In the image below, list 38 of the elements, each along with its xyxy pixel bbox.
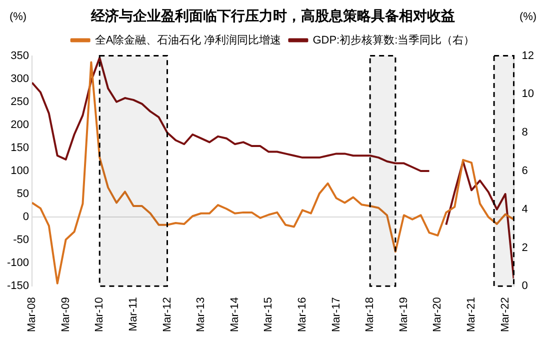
- y2-tick-label: 2: [522, 242, 528, 254]
- legend-label: 全A除金融、石油石化 净利润同比增速: [94, 33, 282, 46]
- x-tick-label: Mar-08: [26, 297, 38, 332]
- x-tick-label: Mar-20: [432, 297, 444, 332]
- chart-title: 经济与企业盈利面临下行压力时，高股息策略具备相对收益: [90, 7, 455, 24]
- x-tick-label: Mar-17: [330, 297, 342, 332]
- y2-tick-label: 12: [522, 50, 534, 62]
- y2-tick-label: 0: [522, 280, 528, 292]
- x-tick-label: Mar-12: [161, 297, 174, 332]
- y-tick-label: -50: [13, 234, 30, 246]
- x-tick-label: Mar-15: [262, 297, 275, 332]
- y2-tick-label: 6: [522, 165, 528, 178]
- y2-axis-title: (%): [519, 11, 537, 24]
- x-tick-label: Mar-21: [466, 297, 478, 332]
- y2-tick-label: 4: [522, 203, 528, 216]
- x-tick-label: Mar-14: [228, 297, 241, 332]
- x-tick-label: Mar-09: [60, 297, 72, 332]
- legend-label: GDP:初步核算数:当季同比（右）: [312, 33, 475, 46]
- y-tick-label: 50: [16, 188, 30, 200]
- x-tick-label: Mar-18: [364, 297, 376, 332]
- x-tick-label: Mar-16: [296, 297, 309, 332]
- x-tick-label: Mar-22: [499, 297, 512, 332]
- x-tick-label: Mar-11: [127, 297, 140, 332]
- y-tick-label: -150: [6, 280, 30, 292]
- y-tick-label: 150: [10, 142, 30, 154]
- y-tick-label: 300: [10, 72, 30, 85]
- y2-tick-label: 10: [522, 88, 534, 100]
- y-axis-title: (%): [9, 11, 27, 24]
- y2-tick-label: 8: [522, 126, 528, 139]
- y-tick-label: -100: [6, 257, 30, 270]
- x-tick-label: Mar-10: [94, 297, 106, 332]
- x-tick-label: Mar-13: [195, 297, 208, 332]
- y-tick-label: 0: [22, 211, 30, 224]
- y-tick-label: 200: [10, 118, 30, 131]
- x-tick-label: Mar-19: [398, 297, 410, 332]
- y-tick-label: 250: [10, 96, 30, 108]
- y-tick-label: 100: [10, 165, 30, 178]
- y-tick-label: 350: [10, 50, 30, 62]
